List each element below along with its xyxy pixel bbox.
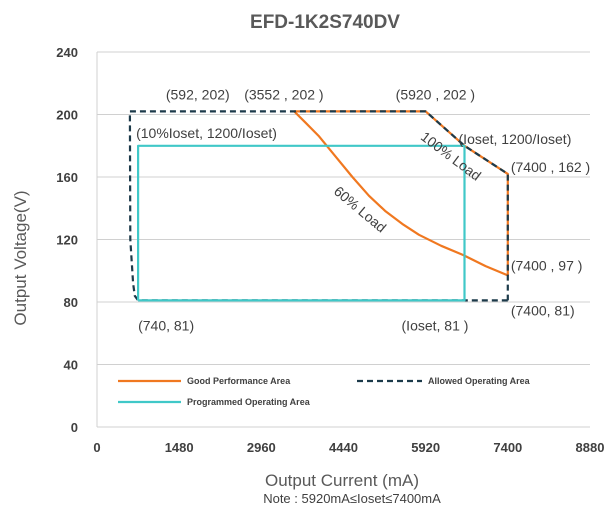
annotation-label: (740, 81)	[138, 317, 194, 333]
annotation-label: (592, 202)	[166, 86, 230, 102]
y-tick-label: 240	[56, 45, 78, 60]
y-axis-label: Output Voltage(V)	[11, 190, 30, 325]
legend: Good Performance Area Allowed Operating A…	[118, 376, 531, 407]
y-tick-label: 200	[56, 108, 78, 123]
y-tick-label: 120	[56, 233, 78, 248]
x-axis-label: Output Current (mA)	[265, 471, 419, 490]
chart-title: EFD-1K2S740DV	[250, 12, 400, 33]
annotation-label: (7400, 81)	[511, 302, 575, 318]
curve-label: 60% Load	[331, 183, 390, 236]
x-tick-label: 2960	[247, 440, 276, 455]
legend-label: Good Performance Area	[187, 376, 291, 386]
annotation-label: (10%Ioset, 1200/Ioset)	[136, 125, 277, 141]
series-programmed-operating-area	[137, 144, 466, 302]
annotation-label: (7400 , 97 )	[511, 257, 583, 273]
legend-label: Allowed Operating Area	[428, 376, 531, 386]
annotation-label: (Ioset, 1200/Ioset)	[459, 131, 572, 147]
x-tick-label: 1480	[165, 440, 194, 455]
y-tick-label: 0	[71, 420, 78, 435]
annotations: (592, 202) (3552 , 202 ) (5920 , 202 ) (10%…	[136, 86, 590, 333]
y-tick-label: 80	[64, 295, 78, 310]
annotation-label: (7400 , 162 )	[511, 159, 590, 175]
x-tick-labels: 0 1480 2960 4440 5920 7400 8880	[93, 440, 604, 455]
grid	[96, 51, 590, 428]
annotation-label: (3552 , 202 )	[244, 86, 323, 102]
chart-note: Note : 5920mA≤Ioset≤7400mA	[263, 491, 441, 506]
y-tick-labels: 0 40 80 120 160 200 240	[56, 45, 78, 435]
y-tick-label: 40	[64, 358, 78, 373]
legend-label: Programmed Operating Area	[187, 397, 311, 407]
x-tick-label: 7400	[493, 440, 522, 455]
series-group	[128, 110, 509, 302]
y-tick-label: 160	[56, 170, 78, 185]
annotation-label: (Ioset, 81 )	[402, 317, 469, 333]
x-tick-label: 4440	[329, 440, 358, 455]
x-tick-label: 8880	[576, 440, 605, 455]
x-tick-label: 5920	[411, 440, 440, 455]
x-tick-label: 0	[93, 440, 100, 455]
annotation-label: (5920 , 202 )	[396, 86, 475, 102]
series-allowed-operating-area	[128, 110, 509, 302]
